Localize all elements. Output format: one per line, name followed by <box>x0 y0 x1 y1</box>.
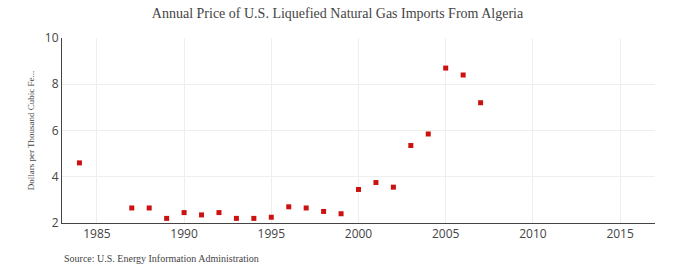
svg-text:2: 2 <box>52 214 59 231</box>
svg-text:Annual Price of U.S. Liquefied: Annual Price of U.S. Liquefied Natural G… <box>152 6 524 21</box>
svg-text:2005: 2005 <box>432 225 460 242</box>
svg-text:1985: 1985 <box>83 225 111 242</box>
svg-text:2015: 2015 <box>606 225 634 242</box>
svg-text:10: 10 <box>45 29 59 46</box>
svg-text:Source: U.S. Energy Informatio: Source: U.S. Energy Information Administ… <box>64 253 259 264</box>
svg-text:1995: 1995 <box>258 225 286 242</box>
svg-text:1990: 1990 <box>170 225 198 242</box>
svg-text:8: 8 <box>52 75 59 92</box>
svg-text:2010: 2010 <box>519 225 547 242</box>
svg-text:4: 4 <box>52 168 59 185</box>
svg-text:6: 6 <box>52 122 59 139</box>
svg-text:Dollars per Thousand Cubic Fe.: Dollars per Thousand Cubic Fe... <box>26 71 36 191</box>
svg-text:2000: 2000 <box>345 225 373 242</box>
